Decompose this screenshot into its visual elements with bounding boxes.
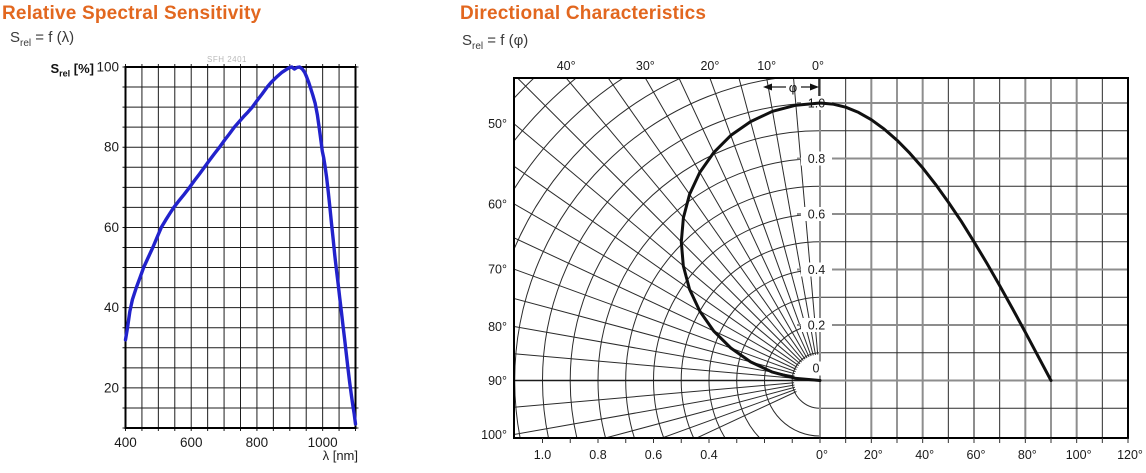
svg-text:100°: 100°	[1066, 448, 1092, 462]
directional-curve	[679, 101, 1053, 382]
svg-text:80°: 80°	[488, 320, 507, 334]
spectral-x-axis-label: λ [nm]	[322, 448, 358, 463]
cartesian-grid	[797, 78, 1128, 438]
x-tick-label: 400	[114, 435, 137, 450]
svg-text:0.8: 0.8	[589, 448, 606, 462]
x-tick-label: 1000	[308, 435, 338, 450]
y-tick-label: 100	[96, 60, 119, 75]
svg-text:1.0: 1.0	[534, 448, 551, 462]
svg-text:120°: 120°	[1117, 448, 1143, 462]
x-tick-label: 800	[246, 435, 269, 450]
directional-chart-title: Directional Characteristics	[460, 3, 707, 24]
spectral-sensitivity-curve	[123, 65, 358, 426]
svg-text:40°: 40°	[915, 448, 934, 462]
svg-text:0.6: 0.6	[808, 208, 825, 222]
svg-text:70°: 70°	[488, 263, 507, 277]
svg-text:20°: 20°	[864, 448, 883, 462]
svg-text:0.2: 0.2	[808, 319, 825, 333]
svg-text:60°: 60°	[967, 448, 986, 462]
svg-text:0.4: 0.4	[808, 263, 825, 277]
spectral-chart-formula: Srel = f (λ)	[10, 29, 75, 49]
spectral-y-axis-label: Srel [%]	[50, 61, 94, 79]
svg-text:100°: 100°	[481, 428, 507, 442]
spectral-grid	[122, 64, 359, 431]
polar-grid	[514, 78, 820, 438]
phi-symbol: φ	[789, 80, 797, 95]
svg-text:20°: 20°	[700, 59, 719, 73]
svg-text:80°: 80°	[1018, 448, 1037, 462]
y-tick-label: 80	[104, 140, 119, 155]
directional-chart-formula: Srel = f (φ)	[462, 32, 529, 52]
svg-text:0°: 0°	[816, 448, 828, 462]
y-tick-label: 40	[104, 300, 119, 315]
svg-text:50°: 50°	[488, 117, 507, 131]
y-tick-label: 20	[104, 380, 119, 395]
svg-text:0°: 0°	[812, 59, 824, 73]
svg-text:60°: 60°	[488, 197, 507, 211]
axis-ticks	[542, 438, 1129, 443]
x-tick-label: 600	[180, 435, 203, 450]
part-number-watermark: SFH 2401	[206, 55, 248, 64]
svg-text:0.6: 0.6	[645, 448, 662, 462]
svg-text:40°: 40°	[557, 59, 576, 73]
y-tick-label: 60	[104, 220, 119, 235]
svg-text:0.4: 0.4	[700, 448, 717, 462]
svg-text:90°: 90°	[488, 374, 507, 388]
svg-text:30°: 30°	[636, 59, 655, 73]
svg-text:10°: 10°	[757, 59, 776, 73]
spectral-frame	[124, 66, 357, 429]
phi-angle-annotation	[763, 79, 820, 96]
directional-labels	[801, 96, 832, 376]
spectral-chart-title: Relative Spectral Sensitivity	[2, 3, 262, 24]
svg-text:0: 0	[813, 362, 820, 376]
svg-text:0.8: 0.8	[808, 152, 825, 166]
directional-frame	[513, 77, 1129, 439]
